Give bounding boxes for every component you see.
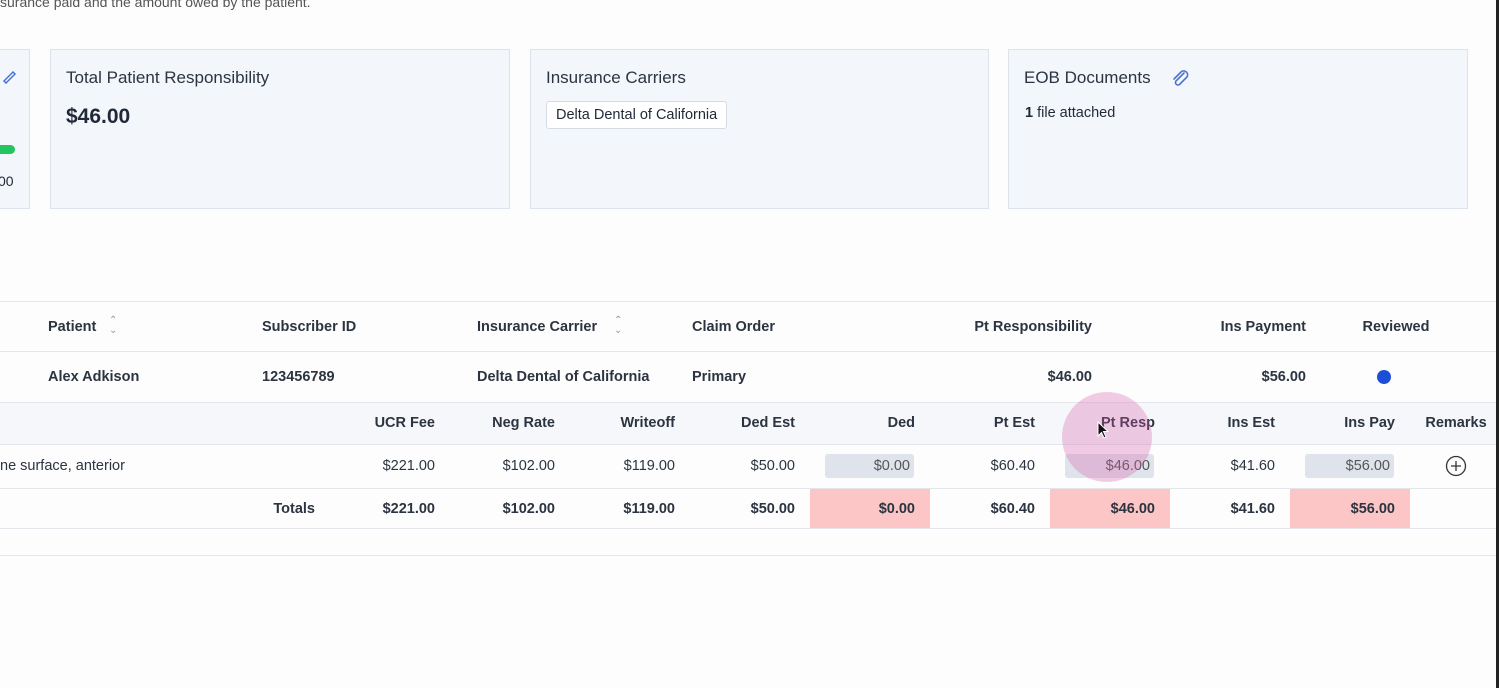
total-cell: $0.00 (878, 501, 915, 517)
column-header: Ded (887, 415, 915, 431)
input-value[interactable]: $0.00 (873, 458, 910, 474)
highlight-cell (1050, 489, 1170, 528)
click-highlight (1062, 392, 1152, 482)
divider (0, 301, 1499, 302)
cursor (1097, 421, 1109, 439)
column-header: UCR Fee (374, 415, 435, 431)
sort-icon[interactable]: ⌃ ⌄ (109, 315, 118, 336)
add-remark-button[interactable] (1445, 455, 1467, 477)
column-header: Remarks (1425, 415, 1487, 431)
column-header[interactable]: Patient (48, 319, 97, 335)
column-header: Reviewed (1362, 319, 1430, 335)
progress-bar (0, 145, 15, 154)
card: Total Patient Responsibility $46.00 (50, 49, 510, 209)
column-header: Neg Rate (492, 415, 555, 431)
cell: $46.00 (1047, 369, 1092, 385)
column-header: Pt Responsibility (974, 319, 1092, 335)
total-cell: $56.00 (1350, 501, 1395, 517)
input-value[interactable]: $46.00 (1105, 458, 1150, 474)
cell: Primary (692, 369, 747, 385)
input-value[interactable]: $56.00 (1345, 458, 1390, 474)
card-value: 00 (0, 173, 14, 189)
card: Insurance Carriers Delta Dental of Calif… (530, 49, 989, 209)
edge (1496, 0, 1499, 688)
attach-icon[interactable] (1169, 67, 1191, 89)
column-header: Ins Pay (1344, 415, 1395, 431)
cell: $119.00 (623, 458, 675, 474)
input-box[interactable] (1065, 454, 1154, 478)
cell: $50.00 (750, 458, 795, 474)
description: ne surface, anterior (0, 458, 125, 474)
column-header: Subscriber ID (262, 319, 357, 335)
total-cell: $119.00 (623, 501, 675, 517)
total-cell: $221.00 (382, 501, 435, 517)
total-cell: $50.00 (750, 501, 795, 517)
highlight-cell (1290, 489, 1410, 528)
carrier-chip[interactable]: Delta Dental of California (546, 101, 728, 129)
total-cell: $41.60 (1230, 501, 1275, 517)
cell: $60.40 (990, 458, 1035, 474)
column-header: Writeoff (620, 415, 675, 431)
divider (0, 528, 1499, 529)
card: EOB Documents 1 file attached (1008, 49, 1468, 209)
cell: Alex Adkison (48, 369, 140, 385)
count-label: file attached (1037, 105, 1116, 121)
column-header: Ins Est (1227, 415, 1275, 431)
reviewed-indicator[interactable] (1377, 370, 1391, 384)
total-cell: $46.00 (1110, 501, 1155, 517)
card-title: Total Patient Responsibility (66, 68, 270, 87)
column-header: Pt Est (993, 415, 1035, 431)
sort-icon[interactable]: ⌃ ⌄ (614, 315, 623, 336)
input-box[interactable] (825, 454, 914, 478)
file-count: 1 file attached (1025, 105, 1115, 121)
cell: $56.00 (1261, 369, 1306, 385)
count: 1 (1025, 105, 1034, 121)
totals-label: Totals (273, 501, 315, 517)
column-header: Ins Payment (1220, 319, 1306, 335)
total-cell: $60.40 (990, 501, 1035, 517)
highlight-cell (810, 489, 930, 528)
cell: $221.00 (382, 458, 435, 474)
column-header: Pt Resp (1101, 415, 1155, 431)
input-box[interactable] (1305, 454, 1394, 478)
cell: $102.00 (502, 458, 555, 474)
total-cell: $102.00 (502, 501, 555, 517)
divider (0, 351, 1499, 352)
intro-text: surance paid and the amount owed by the … (0, 0, 311, 10)
cell: 123456789 (262, 369, 335, 385)
divider (0, 488, 1499, 489)
divider (0, 555, 1499, 556)
card-title: Insurance Carriers (546, 68, 686, 87)
column-header: Claim Order (692, 319, 775, 335)
card-title: EOB Documents (1024, 68, 1151, 87)
card: 00 (0, 49, 30, 209)
column-header: Ded Est (741, 415, 795, 431)
cell: Delta Dental of California (477, 369, 650, 385)
subheader-bg (0, 402, 1499, 445)
edit-icon[interactable] (1, 68, 17, 84)
card-value: $46.00 (66, 105, 131, 128)
cell: $41.60 (1230, 458, 1275, 474)
column-header[interactable]: Insurance Carrier (477, 319, 598, 335)
